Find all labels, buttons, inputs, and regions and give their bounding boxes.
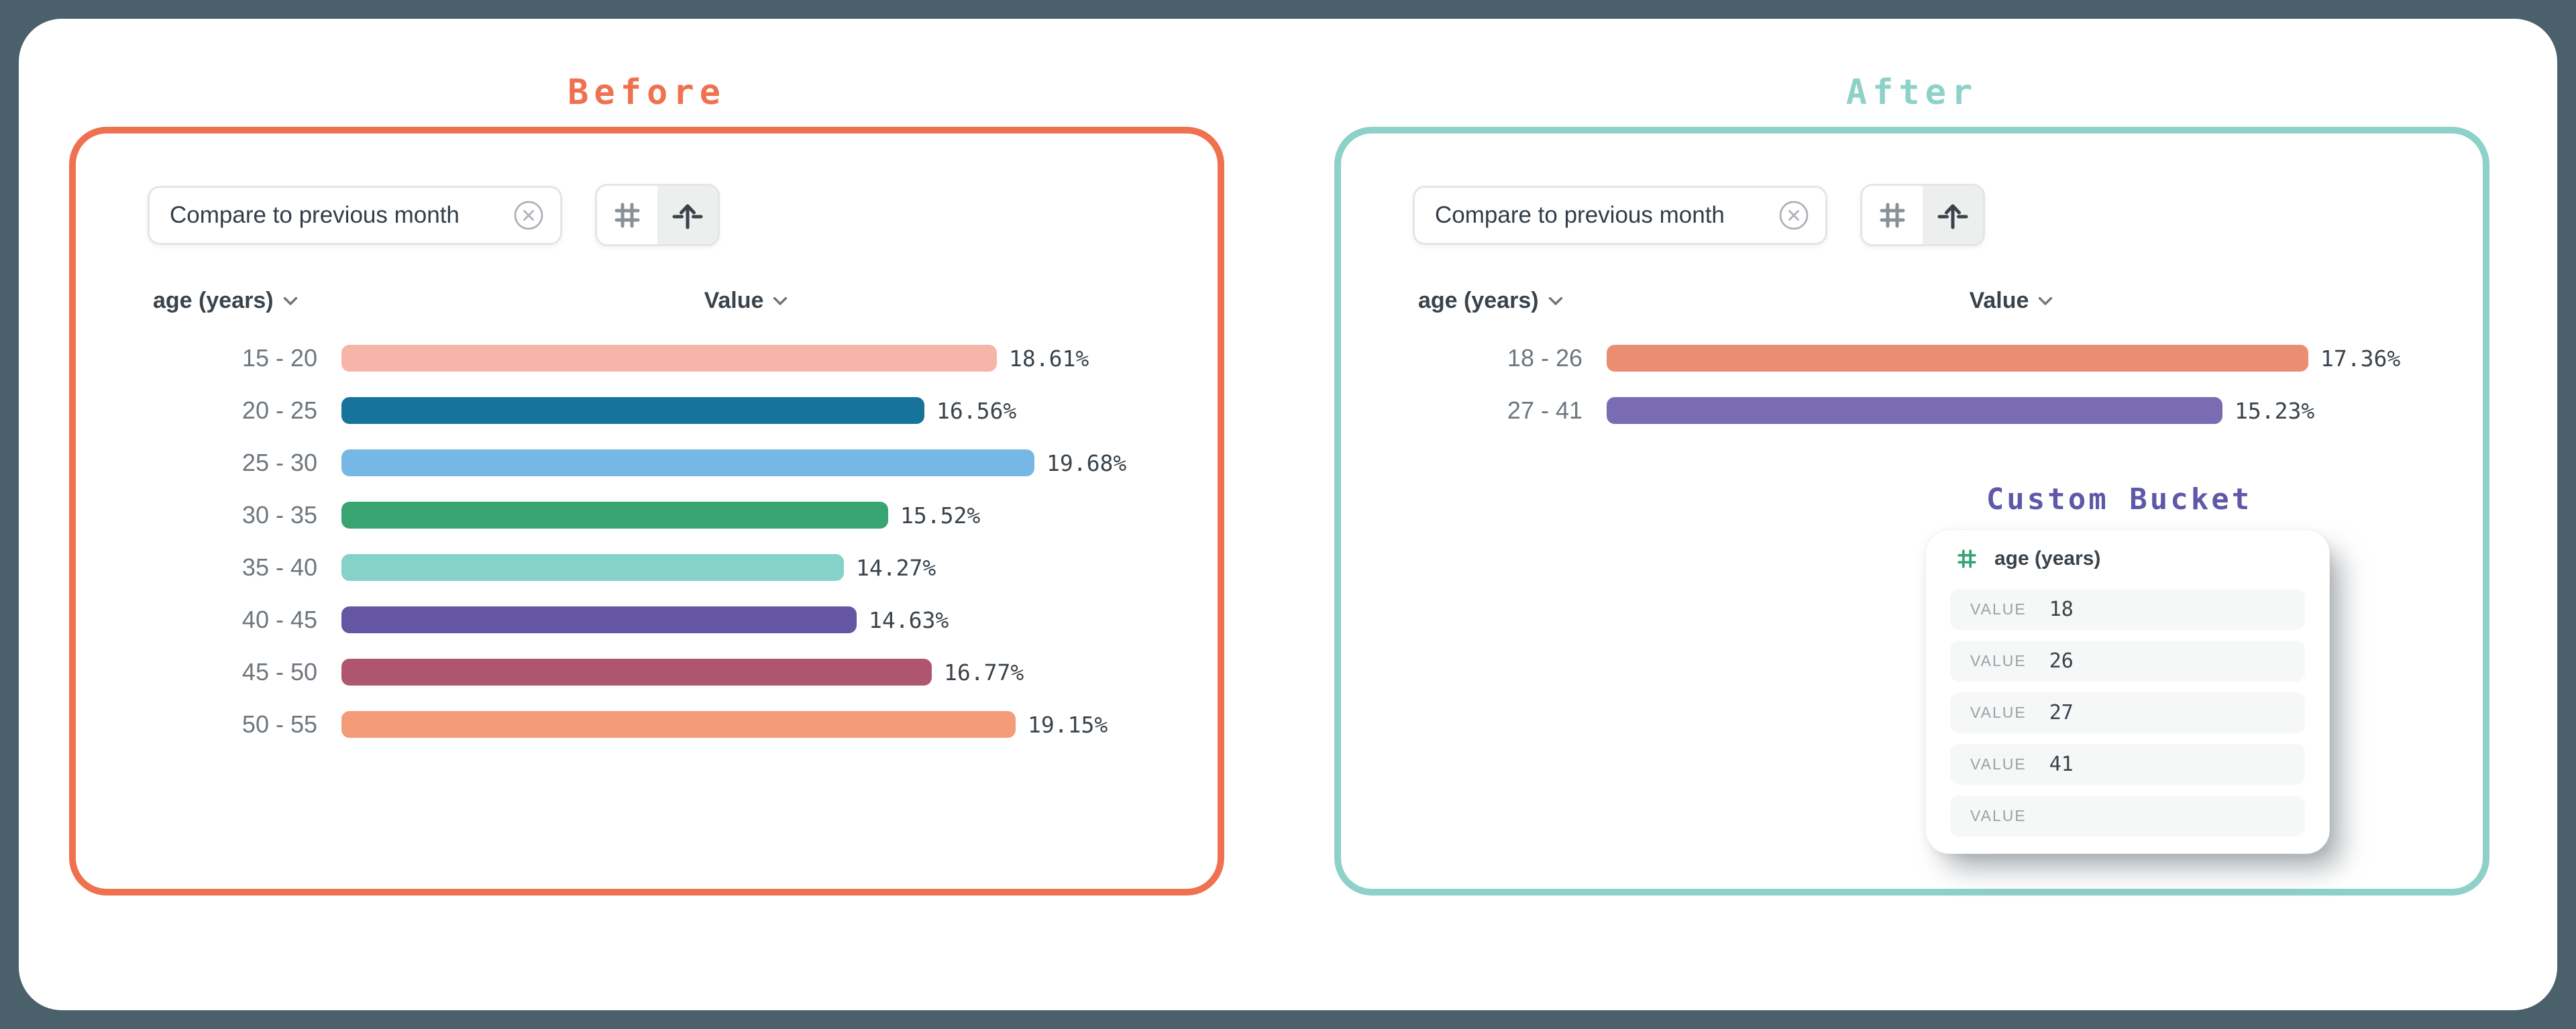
compare-filter-chip[interactable]: Compare to previous month — [1413, 186, 1827, 245]
value-display-toggle — [595, 184, 720, 246]
after-panel-box: Compare to previous month — [1334, 127, 2489, 896]
before-section: Before Compare to previous month — [69, 71, 1224, 896]
canvas-card: Before Compare to previous month — [19, 19, 2557, 1010]
bar-value-label: 18.61% — [1009, 345, 1089, 372]
after-bar-chart: 18 - 26 17.36% 27 - 41 15.23% — [1341, 332, 2483, 437]
remove-filter-icon[interactable] — [1778, 200, 1809, 231]
bar-category-label: 40 - 45 — [241, 606, 317, 633]
chart-bar-row: 27 - 41 15.23% — [1341, 384, 2483, 437]
bar-category-label: 20 - 25 — [241, 396, 317, 424]
bar[interactable] — [341, 345, 997, 372]
bar-value-label: 15.23% — [2235, 397, 2315, 424]
bucket-value-input[interactable]: VALUE — [1950, 796, 2305, 836]
chevron-down-icon — [283, 296, 298, 306]
chart-bar-row: 15 - 20 18.61% — [76, 332, 1218, 384]
value-field-label: VALUE — [1970, 600, 2027, 618]
value-header-label: Value — [1969, 288, 2029, 313]
bar[interactable] — [341, 397, 924, 424]
chart-bar-row: 45 - 50 16.77% — [76, 646, 1218, 698]
after-title: After — [1845, 72, 1978, 113]
value-field-text: 27 — [2049, 701, 2074, 724]
bar-category-label: 25 - 30 — [241, 449, 317, 476]
bar-category-label: 30 - 35 — [241, 501, 317, 529]
value-field-text: 26 — [2049, 649, 2074, 673]
bar-category-label: 18 - 26 — [1507, 344, 1582, 372]
bar[interactable] — [1607, 345, 2308, 372]
bar[interactable] — [341, 554, 844, 581]
compare-filter-chip[interactable]: Compare to previous month — [148, 186, 562, 245]
bar[interactable] — [341, 502, 888, 529]
bar[interactable] — [341, 449, 1034, 476]
bar-category-label: 45 - 50 — [241, 658, 317, 686]
custom-bucket-popup: age (years) VALUE 18 VALUE 26 VALUE 27 V… — [1925, 529, 2330, 854]
bar[interactable] — [341, 606, 857, 633]
bar-value-label: 15.52% — [900, 502, 981, 529]
chart-bar-row: 18 - 26 17.36% — [1341, 332, 2483, 384]
scale-display-button[interactable] — [1923, 186, 1983, 244]
bar-value-label: 14.63% — [869, 606, 949, 633]
chart-bar-row: 35 - 40 14.27% — [76, 541, 1218, 594]
bar-value-label: 14.27% — [856, 554, 936, 581]
arrow-up-scale-icon — [1936, 199, 1970, 232]
column-header-value[interactable]: Value — [1931, 288, 2092, 314]
compare-filter-label: Compare to previous month — [1435, 202, 1725, 228]
value-header-label: Value — [704, 288, 764, 313]
dimension-header-label: age (years) — [153, 288, 274, 313]
column-header-value[interactable]: Value — [665, 288, 826, 314]
bar-category-label: 27 - 41 — [1507, 396, 1582, 424]
hash-icon — [612, 200, 643, 231]
arrow-up-scale-icon — [671, 199, 704, 232]
bar-value-label: 19.15% — [1028, 711, 1108, 738]
before-title: Before — [568, 72, 726, 113]
chart-bar-row: 25 - 30 19.68% — [76, 437, 1218, 489]
bar-value-label: 17.36% — [2320, 345, 2401, 372]
before-bar-chart: 15 - 20 18.61% 20 - 25 16.56% 25 - 30 19… — [76, 332, 1218, 751]
hash-icon — [1955, 547, 1978, 570]
before-panel-box: Compare to previous month — [69, 127, 1224, 896]
custom-bucket-popup-header: age (years) — [1926, 530, 2329, 570]
value-display-toggle — [1860, 184, 1985, 246]
bucket-value-list: VALUE 18 VALUE 26 VALUE 27 VALUE 41 VALU… — [1926, 570, 2329, 836]
bucket-value-input[interactable]: VALUE 26 — [1950, 641, 2305, 682]
chevron-down-icon — [773, 296, 788, 306]
bar[interactable] — [341, 711, 1016, 738]
chart-bar-row: 40 - 45 14.63% — [76, 594, 1218, 646]
hash-icon — [1877, 200, 1908, 231]
value-field-label: VALUE — [1970, 704, 2027, 721]
remove-filter-icon[interactable] — [513, 200, 544, 231]
compare-filter-label: Compare to previous month — [170, 202, 460, 228]
scale-display-button[interactable] — [657, 186, 718, 244]
bar-value-label: 19.68% — [1046, 449, 1127, 476]
chart-bar-row: 50 - 55 19.15% — [76, 698, 1218, 751]
value-field-label: VALUE — [1970, 652, 2027, 669]
column-header-dimension[interactable]: age (years) — [153, 288, 298, 314]
value-field-label: VALUE — [1970, 755, 2027, 773]
chevron-down-icon — [1548, 296, 1563, 306]
bar-value-label: 16.56% — [936, 397, 1017, 424]
chevron-down-icon — [2038, 296, 2053, 306]
column-header-dimension[interactable]: age (years) — [1418, 288, 1563, 314]
bar-category-label: 35 - 40 — [241, 553, 317, 581]
bucket-value-input[interactable]: VALUE 41 — [1950, 744, 2305, 785]
value-field-text: 18 — [2049, 598, 2074, 621]
bucket-field-name: age (years) — [1994, 547, 2101, 570]
bar-category-label: 15 - 20 — [241, 344, 317, 372]
chart-bar-row: 30 - 35 15.52% — [76, 489, 1218, 541]
bucket-value-input[interactable]: VALUE 18 — [1950, 589, 2305, 630]
bucket-value-input[interactable]: VALUE 27 — [1950, 692, 2305, 733]
numeric-display-button[interactable] — [597, 186, 657, 244]
chart-bar-row: 20 - 25 16.56% — [76, 384, 1218, 437]
custom-bucket-title: Custom Bucket — [1986, 482, 2253, 517]
bar[interactable] — [1607, 397, 2222, 424]
after-section: After Compare to previous month — [1334, 71, 2489, 896]
value-field-label: VALUE — [1970, 807, 2027, 824]
bar-category-label: 50 - 55 — [241, 710, 317, 738]
value-field-text: 41 — [2049, 753, 2074, 776]
numeric-display-button[interactable] — [1862, 186, 1923, 244]
dimension-header-label: age (years) — [1418, 288, 1539, 313]
bar-value-label: 16.77% — [944, 659, 1024, 686]
bar[interactable] — [341, 659, 932, 686]
